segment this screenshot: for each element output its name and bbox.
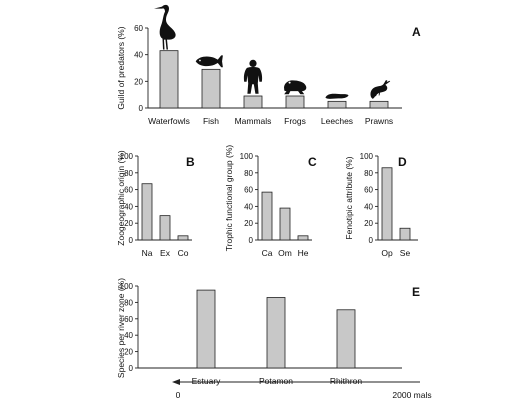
arrow-end-label: 2000 mals: [392, 390, 431, 400]
y-tick-label-e: 40: [124, 331, 133, 340]
chart-panel-e: 0 20 40 60 80 100 Estuary Potamon Rhithron: [120, 282, 402, 386]
chart-panel-b: 0 20 40 60 80 100 Na Ex Co: [120, 152, 192, 258]
bar-a-waterfowls: [159, 50, 179, 109]
chart-panel-a: 0 20 40 60 Waterfowls Fish Mammals Frogs Leeches…: [134, 4, 402, 126]
bar-c-he: [297, 235, 309, 241]
x-tick-label-d: Op: [381, 248, 393, 258]
y-axis-label-c: Trophic functional group (%): [224, 145, 234, 252]
panel-label-a: A: [412, 25, 421, 39]
y-tick-label-b: 40: [124, 202, 133, 211]
x-tick-label-c: He: [298, 248, 309, 258]
x-tick-label-b: Co: [178, 248, 189, 258]
y-tick-label-e: 60: [124, 315, 133, 324]
y-tick-label-a: 0: [139, 104, 144, 113]
y-tick-label-e: 20: [124, 348, 133, 357]
y-tick-label-c: 40: [244, 202, 253, 211]
x-tick-label-d: Se: [400, 248, 411, 258]
x-tick-label-a: Prawns: [365, 116, 393, 126]
bar-b-ex: [159, 215, 171, 241]
y-tick-label-d: 80: [364, 169, 373, 178]
y-tick-label-c: 80: [244, 169, 253, 178]
y-tick-label-d: 100: [360, 152, 374, 161]
chart-panel-c: 0 20 40 60 80 100 Ca Om He: [240, 152, 312, 258]
leech-icon: [325, 93, 349, 99]
y-tick-label-d: 20: [364, 219, 373, 228]
x-tick-label-e: Rhithron: [330, 376, 362, 386]
fish-icon: [195, 55, 223, 68]
y-tick-label-a: 20: [134, 77, 143, 86]
y-tick-label-a: 60: [134, 24, 143, 33]
y-tick-label-d: 40: [364, 202, 373, 211]
x-tick-label-c: Om: [278, 248, 292, 258]
x-tick-label-e: Estuary: [192, 376, 222, 386]
bar-d-op: [381, 167, 393, 241]
panel-label-d: D: [398, 155, 407, 169]
bar-a-frogs: [285, 95, 305, 109]
frog-icon: [284, 80, 307, 95]
y-tick-label-b: 100: [120, 152, 134, 161]
y-tick-label-c: 0: [249, 236, 254, 245]
y-tick-label-c: 20: [244, 219, 253, 228]
x-tick-label-c: Ca: [262, 248, 273, 258]
y-axis-label-e: Species per river zone (%): [116, 278, 126, 378]
bar-a-leeches: [327, 100, 347, 109]
bar-c-om: [279, 207, 291, 241]
y-axis-label-a: Guild of predators (%): [116, 26, 126, 109]
heron-icon: [154, 4, 176, 50]
y-tick-label-c: 100: [240, 152, 254, 161]
bar-a-fish: [201, 68, 221, 109]
y-tick-label-a: 40: [134, 51, 143, 60]
x-tick-label-a: Waterfowls: [148, 116, 190, 126]
bar-c-ca: [261, 191, 273, 241]
panel-label-c: C: [308, 155, 317, 169]
x-tick-label-e: Potamon: [259, 376, 293, 386]
arrow-start-label: 0: [176, 390, 181, 400]
x-tick-label-a: Leeches: [321, 116, 353, 126]
bar-e-estuary: [196, 289, 216, 369]
y-tick-label-e: 100: [120, 282, 134, 291]
x-tick-label-a: Fish: [203, 116, 219, 126]
y-tick-label-e: 80: [124, 298, 133, 307]
x-tick-label-b: Ex: [160, 248, 171, 258]
y-tick-label-b: 80: [124, 169, 133, 178]
y-tick-label-e: 0: [129, 364, 134, 373]
y-tick-label-b: 20: [124, 219, 133, 228]
bar-d-se: [399, 227, 411, 241]
x-tick-label-a: Mammals: [235, 116, 272, 126]
panel-label-e: E: [412, 285, 420, 299]
y-tick-label-d: 0: [369, 236, 374, 245]
x-tick-label-a: Frogs: [284, 116, 306, 126]
human-icon: [243, 59, 263, 94]
bar-a-mammals: [243, 95, 263, 109]
chart-panel-d: 0 20 40 60 80 100 Op Se: [360, 152, 418, 258]
x-tick-label-b: Na: [142, 248, 153, 258]
bar-e-potamon: [266, 297, 286, 369]
y-axis-label-b: Zoogeographic origin (%): [116, 150, 126, 246]
bar-b-co: [177, 235, 189, 241]
y-tick-label-b: 0: [129, 236, 134, 245]
prawn-icon: [370, 79, 391, 100]
panel-label-b: B: [186, 155, 195, 169]
bar-b-na: [141, 183, 153, 241]
bar-e-rhithron: [336, 309, 356, 369]
y-tick-label-d: 60: [364, 186, 373, 195]
river-gradient-arrow: [172, 379, 420, 385]
bar-a-prawns: [369, 100, 389, 109]
y-tick-label-c: 60: [244, 186, 253, 195]
y-tick-label-b: 60: [124, 186, 133, 195]
y-axis-label-d: Fenotipic attribute (%): [344, 156, 354, 239]
